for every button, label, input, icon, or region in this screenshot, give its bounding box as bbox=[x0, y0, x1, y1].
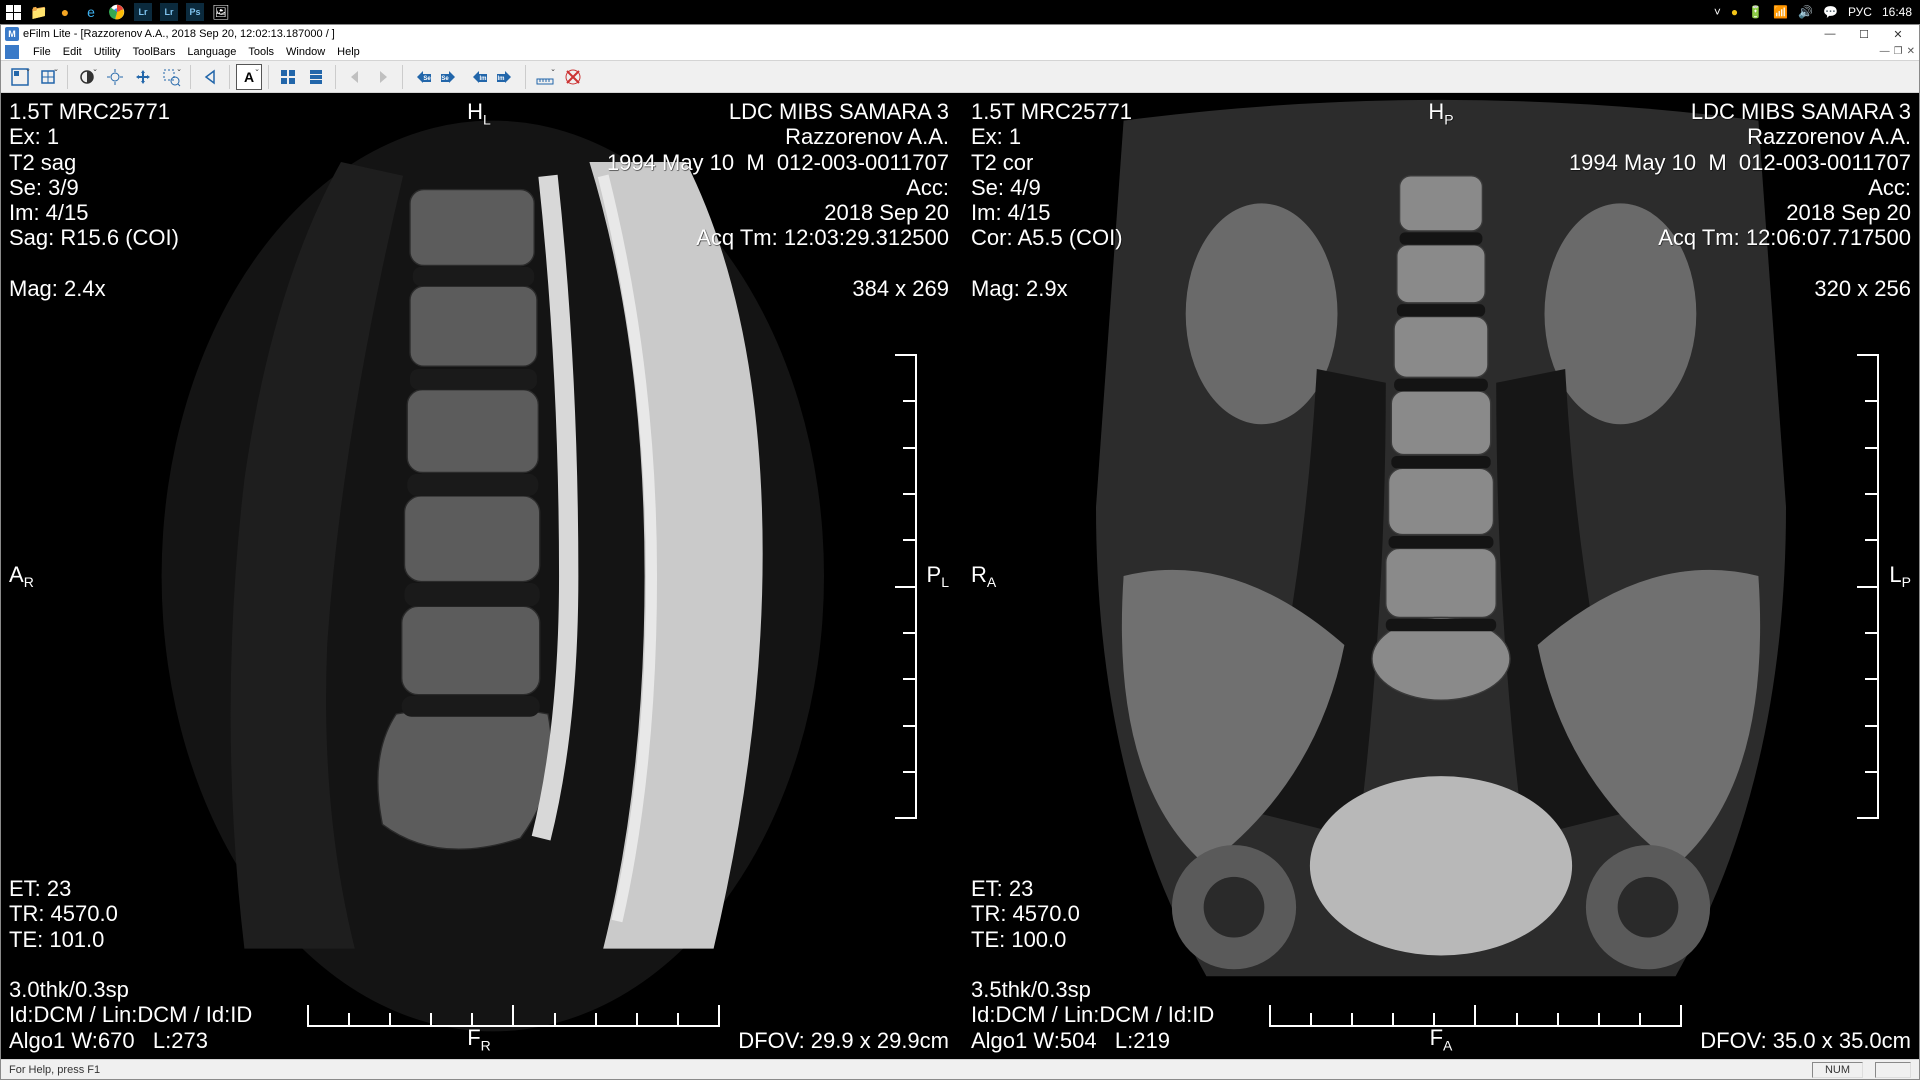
menu-help[interactable]: Help bbox=[337, 46, 360, 58]
vertical-ruler bbox=[1877, 354, 1879, 818]
menu-toolbars[interactable]: ToolBars bbox=[133, 46, 176, 58]
photoshop-icon[interactable]: Ps bbox=[186, 3, 204, 21]
step-next-button[interactable] bbox=[370, 64, 396, 90]
screen-layout-button[interactable]: ⌄ bbox=[7, 64, 33, 90]
tray-volume-icon[interactable]: 🔊 bbox=[1798, 5, 1813, 19]
next-series-button[interactable]: Se bbox=[437, 64, 463, 90]
series-layout-button[interactable]: ⌄ bbox=[35, 64, 61, 90]
toolbar: ⌄ ⌄ ⌄ ⌄ A⌄ SeSe Se Im Im ⌄ bbox=[1, 61, 1919, 93]
menu-utility[interactable]: Utility bbox=[94, 46, 121, 58]
viewport-left[interactable]: 1.5T MRC25771 Ex: 1 T2 sag Se: 3/9 Im: 4… bbox=[1, 93, 957, 1059]
zoom-region-button[interactable]: ⌄ bbox=[158, 64, 184, 90]
overlay-right: PL bbox=[927, 562, 949, 590]
tray-wifi-icon[interactable]: 📶 bbox=[1773, 5, 1788, 19]
viewport-right[interactable]: 1.5T MRC25771 Ex: 1 T2 cor Se: 4/9 Im: 4… bbox=[963, 93, 1919, 1059]
horizontal-ruler bbox=[1269, 1025, 1680, 1027]
overlay-bottom-center: FR bbox=[467, 1025, 491, 1053]
overlay-bottom-right: DFOV: 35.0 x 35.0cm bbox=[1700, 1028, 1911, 1053]
mdi-controls: — ❐ ✕ bbox=[1880, 46, 1915, 57]
viewport-area: 1.5T MRC25771 Ex: 1 T2 sag Se: 3/9 Im: 4… bbox=[1, 93, 1919, 1059]
mdi-minimize-button[interactable]: — bbox=[1880, 46, 1890, 57]
overlay-top-right: LDC MIBS SAMARA 3 Razzorenov A.A. 1994 M… bbox=[1569, 99, 1911, 301]
tray-clock[interactable]: 16:48 bbox=[1882, 5, 1912, 19]
prev-series-button[interactable]: SeSe bbox=[409, 64, 435, 90]
prev-image-button[interactable]: Im bbox=[465, 64, 491, 90]
auto-wl-button[interactable] bbox=[102, 64, 128, 90]
menu-file[interactable]: File bbox=[33, 46, 51, 58]
status-bar: For Help, press F1 NUM bbox=[1, 1059, 1919, 1079]
overlay-left: AR bbox=[9, 562, 34, 590]
lightroom-icon[interactable]: Lr bbox=[134, 3, 152, 21]
maximize-button[interactable]: ☐ bbox=[1847, 25, 1881, 43]
tray-app-icon[interactable]: ● bbox=[1731, 5, 1738, 19]
window-title: eFilm Lite - [Razzorenov A.A., 2018 Sep … bbox=[23, 28, 335, 40]
edge-icon[interactable]: e bbox=[82, 3, 100, 21]
status-num-lock: NUM bbox=[1812, 1062, 1863, 1078]
taskbar-left: 📁 ● e Lr Lr Ps 🖼 bbox=[0, 3, 230, 21]
horizontal-ruler bbox=[307, 1025, 718, 1027]
overlay-top-right: LDC MIBS SAMARA 3 Razzorenov A.A. 1994 M… bbox=[607, 99, 949, 301]
measure-button[interactable]: ⌄ bbox=[532, 64, 558, 90]
mdi-close-button[interactable]: ✕ bbox=[1907, 46, 1915, 57]
overlay-bottom-right: DFOV: 29.9 x 29.9cm bbox=[738, 1028, 949, 1053]
minimize-button[interactable]: — bbox=[1813, 25, 1847, 43]
menu-bar: File Edit Utility ToolBars Language Tool… bbox=[1, 43, 1919, 61]
window-controls: — ☐ ✕ bbox=[1813, 25, 1915, 43]
text-annotation-button[interactable]: A⌄ bbox=[236, 64, 262, 90]
app-window: M eFilm Lite - [Razzorenov A.A., 2018 Se… bbox=[0, 24, 1920, 1080]
mdi-icon bbox=[5, 45, 19, 59]
app-logo-icon: M bbox=[5, 27, 19, 41]
menu-language[interactable]: Language bbox=[187, 46, 236, 58]
delete-measure-button[interactable] bbox=[560, 64, 586, 90]
media-icon[interactable]: ● bbox=[56, 3, 74, 21]
overlay-top-center: HP bbox=[1428, 99, 1453, 127]
overlay-bottom-center: FA bbox=[1430, 1025, 1453, 1053]
tray-notifications-icon[interactable]: 💬 bbox=[1823, 5, 1838, 19]
taskbar-tray: ˅ ● 🔋 📶 🔊 💬 РУС 16:48 bbox=[1714, 5, 1920, 19]
lightroom-icon-2[interactable]: Lr bbox=[160, 3, 178, 21]
overlay-bottom-left: ET: 23 TR: 4570.0 TE: 100.0 3.5thk/0.3sp… bbox=[971, 876, 1214, 1053]
chrome-icon[interactable] bbox=[108, 3, 126, 21]
title-bar: M eFilm Lite - [Razzorenov A.A., 2018 Se… bbox=[1, 25, 1919, 43]
back-button[interactable] bbox=[197, 64, 223, 90]
overlay-bottom-left: ET: 23 TR: 4570.0 TE: 101.0 3.0thk/0.3sp… bbox=[9, 876, 252, 1053]
tray-language[interactable]: РУС bbox=[1848, 5, 1872, 19]
next-image-button[interactable]: Im bbox=[493, 64, 519, 90]
menu-edit[interactable]: Edit bbox=[63, 46, 82, 58]
svg-text:Se: Se bbox=[423, 76, 431, 82]
overlay-top-left: 1.5T MRC25771 Ex: 1 T2 cor Se: 4/9 Im: 4… bbox=[971, 99, 1132, 301]
svg-text:Im: Im bbox=[497, 76, 504, 82]
overlay-left: RA bbox=[971, 562, 996, 590]
tray-chevron-icon[interactable]: ˅ bbox=[1714, 5, 1721, 19]
file-explorer-icon[interactable]: 📁 bbox=[30, 3, 48, 21]
windows-taskbar: 📁 ● e Lr Lr Ps 🖼 ˅ ● 🔋 📶 🔊 💬 РУС 16:48 bbox=[0, 0, 1920, 24]
svg-text:Im: Im bbox=[479, 76, 486, 82]
vertical-ruler bbox=[915, 354, 917, 818]
paint-icon[interactable]: 🖼 bbox=[212, 3, 230, 21]
step-prev-button[interactable] bbox=[342, 64, 368, 90]
window-level-button[interactable]: ⌄ bbox=[74, 64, 100, 90]
mdi-restore-button[interactable]: ❐ bbox=[1894, 46, 1903, 57]
overlay-top-left: 1.5T MRC25771 Ex: 1 T2 sag Se: 3/9 Im: 4… bbox=[9, 99, 179, 301]
menu-window[interactable]: Window bbox=[286, 46, 325, 58]
close-button[interactable]: ✕ bbox=[1881, 25, 1915, 43]
overlay-right: LP bbox=[1889, 562, 1911, 590]
svg-text:A: A bbox=[244, 69, 254, 85]
status-help-text: For Help, press F1 bbox=[9, 1064, 100, 1076]
menu-tools[interactable]: Tools bbox=[248, 46, 274, 58]
status-empty bbox=[1875, 1062, 1911, 1078]
start-button[interactable] bbox=[4, 3, 22, 21]
svg-text:Se: Se bbox=[441, 76, 449, 82]
tray-battery-icon[interactable]: 🔋 bbox=[1748, 5, 1763, 19]
overlay-top-center: HL bbox=[467, 99, 491, 127]
pan-button[interactable] bbox=[130, 64, 156, 90]
thumbnail-display-button[interactable] bbox=[303, 64, 329, 90]
grid-display-button[interactable] bbox=[275, 64, 301, 90]
